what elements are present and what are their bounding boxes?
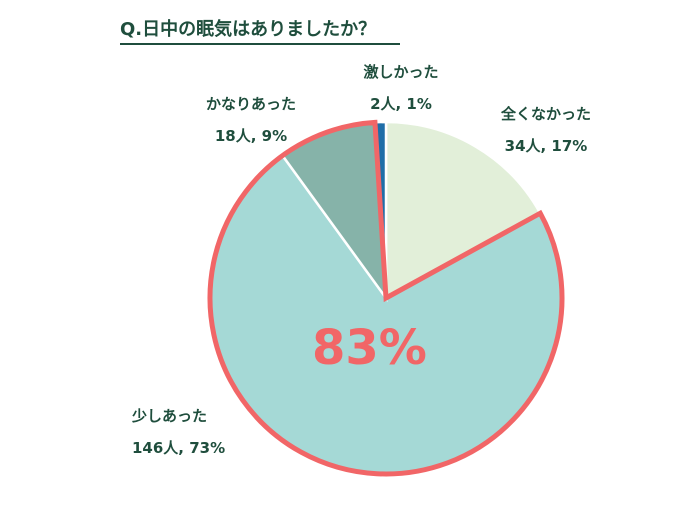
label-sukoshi-atta-name: 少しあった: [132, 407, 208, 425]
label-sukoshi-atta: 少しあった 146人, 73%: [132, 406, 272, 458]
chart-title: Q.日中の眠気はありましたか？: [120, 19, 377, 40]
label-hageshikatta-name: 激しかった: [363, 63, 439, 81]
label-sukoshi-atta-value: 146人, 73%: [132, 439, 226, 457]
label-zenku-nakatta-name: 全くなかった: [500, 105, 591, 123]
label-kanari-atta-name: かなりあった: [205, 95, 296, 113]
label-zenku-nakatta-value: 34人, 17%: [504, 137, 588, 155]
label-zenku-nakatta: 全くなかった 34人, 17%: [496, 104, 596, 156]
label-kanari-atta-value: 18人, 9%: [214, 127, 288, 145]
highlight-percent: 83%: [312, 320, 427, 376]
label-hageshikatta: 激しかった 2人, 1%: [346, 62, 456, 114]
label-kanari-atta: かなりあった 18人, 9%: [196, 94, 306, 146]
title-underline: [120, 43, 400, 45]
highlight-outline: [207, 119, 565, 477]
pie-slice-0: [384, 120, 542, 301]
label-hageshikatta-value: 2人, 1%: [370, 95, 432, 113]
